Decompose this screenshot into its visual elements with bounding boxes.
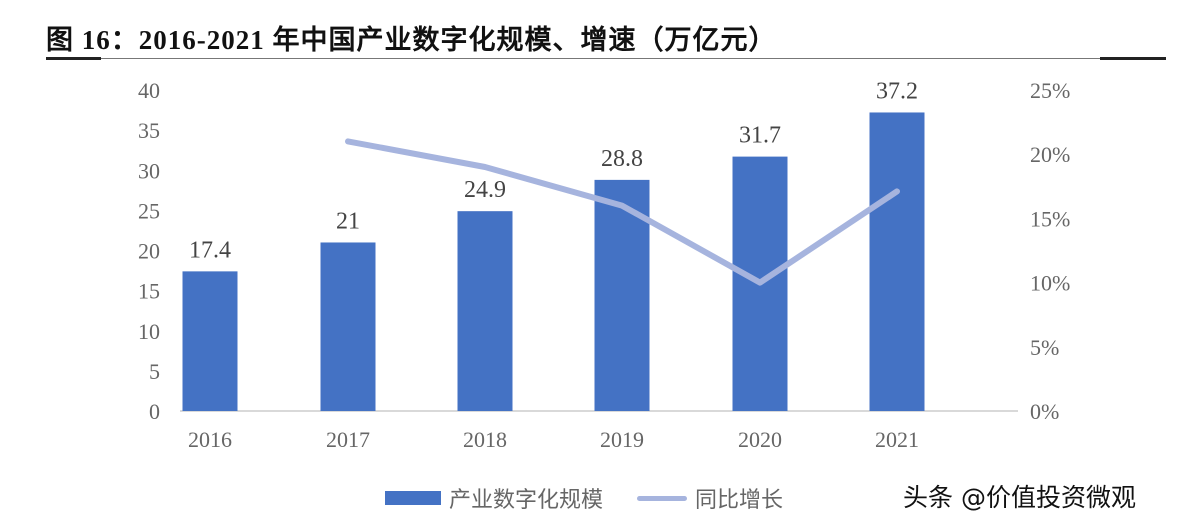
chart-title: 图 16：2016-2021 年中国产业数字化规模、增速（万亿元） [46, 25, 777, 55]
bar-2018 [457, 211, 513, 411]
legend-bar-label: 产业数字化规模 [449, 488, 604, 513]
right-axis-tick: 10% [1030, 271, 1070, 296]
legend: 产业数字化规模 同比增长 [385, 482, 817, 514]
legend-line-swatch-icon [637, 495, 688, 501]
bar-value-label: 37.2 [876, 78, 918, 104]
title-divider-accent-left [46, 57, 101, 60]
bar-2017 [320, 242, 376, 411]
left-axis-tick: 40 [138, 78, 160, 103]
left-axis-tick: 5 [149, 359, 160, 384]
legend-item-bar: 产业数字化规模 [385, 482, 603, 514]
x-axis-tick: 2020 [738, 427, 782, 452]
x-axis-tick: 2018 [463, 427, 507, 452]
bar-data-labels: 17.4 21 24.9 28.8 31.7 37.2 [189, 78, 918, 263]
left-y-axis: 0 5 10 15 20 25 30 35 40 [138, 78, 160, 424]
x-axis-tick: 2019 [600, 427, 644, 452]
x-axis: 2016 2017 2018 2019 2020 2021 [188, 427, 919, 452]
left-axis-tick: 0 [149, 399, 160, 424]
left-axis-tick: 30 [138, 158, 160, 183]
x-axis-tick: 2021 [875, 427, 919, 452]
left-axis-tick: 25 [138, 198, 160, 223]
legend-item-line: 同比增长 [637, 482, 783, 514]
growth-line-series [345, 138, 900, 286]
left-axis-tick: 15 [138, 279, 160, 304]
bar-value-label: 17.4 [189, 237, 231, 263]
left-axis-tick: 10 [138, 319, 160, 344]
bar-value-label: 28.8 [601, 146, 643, 172]
right-axis-tick: 5% [1030, 335, 1059, 360]
bar-value-label: 31.7 [739, 123, 781, 149]
right-axis-tick: 20% [1030, 142, 1070, 167]
legend-line-label: 同比增长 [695, 488, 784, 513]
x-axis-tick: 2016 [188, 427, 232, 452]
bar-2021 [869, 112, 925, 411]
watermark: 头条 @价值投资微观 [903, 483, 1136, 512]
bar-value-label: 21 [336, 208, 360, 234]
left-axis-tick: 35 [138, 118, 160, 143]
left-axis-tick: 20 [138, 239, 160, 264]
bar-series [182, 112, 925, 411]
right-axis-tick: 25% [1030, 78, 1070, 103]
legend-bar-swatch-icon [385, 491, 441, 505]
title-divider [46, 58, 1166, 59]
bar-2016 [182, 271, 238, 411]
right-y-axis: 0% 5% 10% 15% 20% 25% [1030, 78, 1070, 424]
right-axis-tick: 15% [1030, 206, 1070, 231]
x-axis-tick: 2017 [326, 427, 370, 452]
bar-value-label: 24.9 [464, 177, 506, 203]
right-axis-tick: 0% [1030, 399, 1059, 424]
title-divider-accent-right [1100, 57, 1166, 60]
